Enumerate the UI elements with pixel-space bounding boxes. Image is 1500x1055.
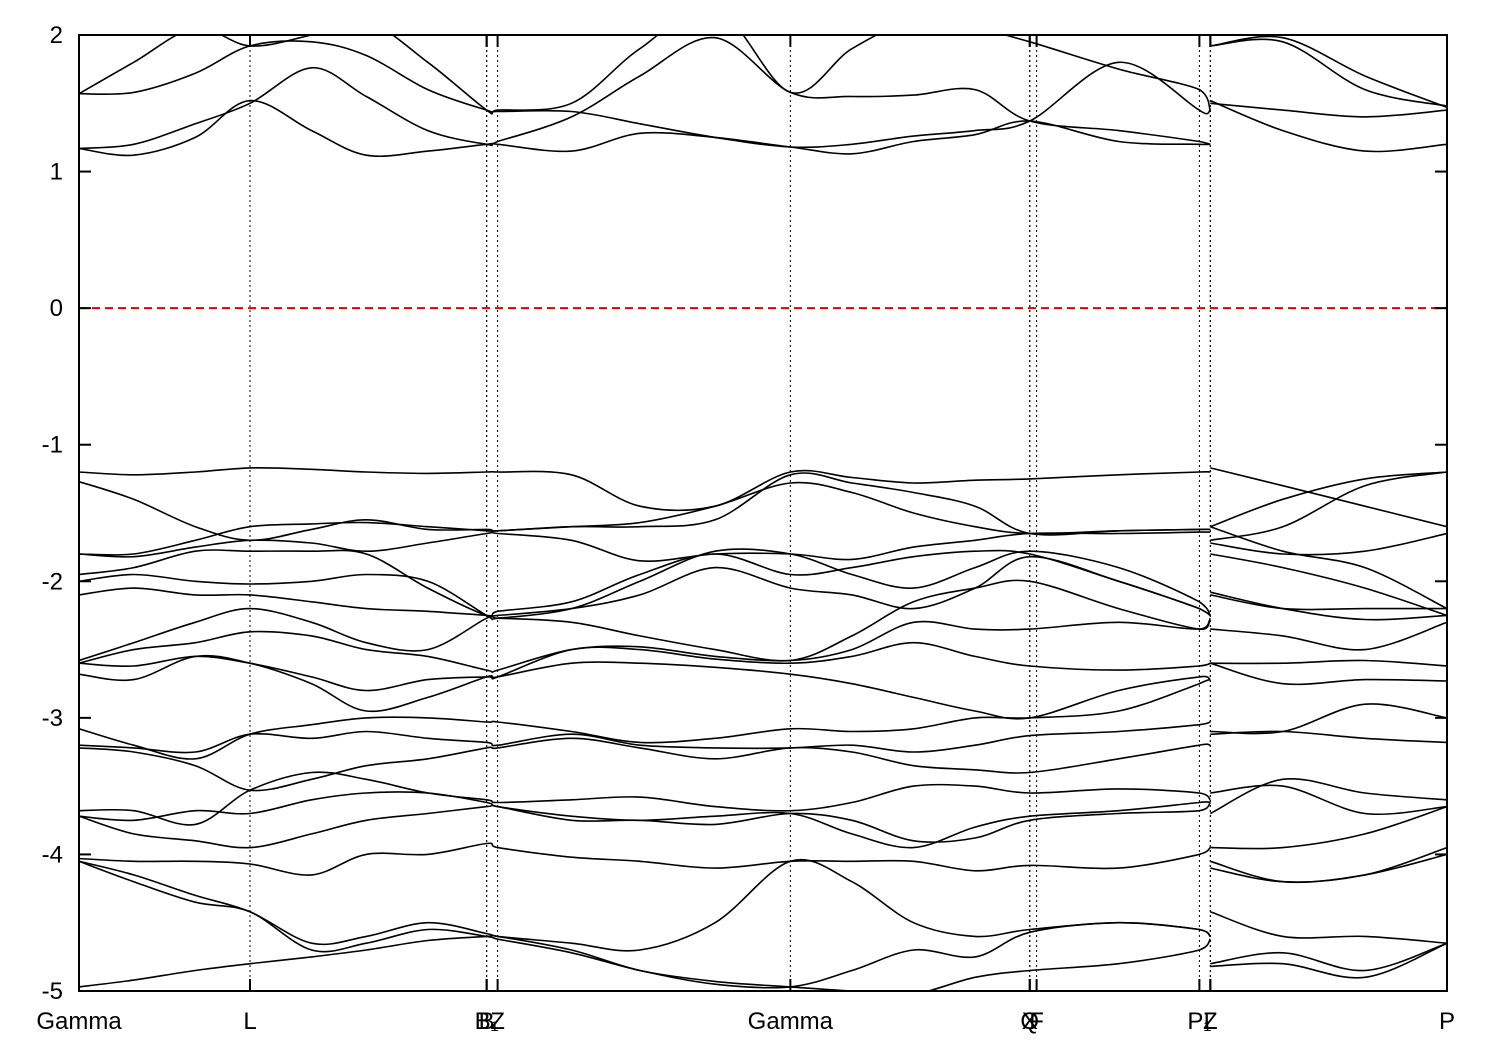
x-tick-label: F: [1029, 1008, 1044, 1035]
band-line: [79, 555, 1447, 621]
band-line: [79, 641, 1447, 692]
plot-frame: [78, 34, 1448, 992]
x-tick-label: P: [1439, 1008, 1455, 1035]
x-tick-label: Q: [1020, 1008, 1039, 1035]
x-tick-label: X: [1022, 1008, 1038, 1035]
band-line: [79, 548, 1447, 621]
band-line: [79, 35, 1447, 115]
y-tick-label: -1: [42, 432, 63, 459]
y-tick-label: 1: [50, 159, 63, 186]
x-tick-label: Z: [1203, 1008, 1218, 1035]
y-tick-label: 2: [50, 22, 63, 49]
band-line: [79, 471, 1447, 542]
x-tick-label: B: [479, 1008, 495, 1035]
band-line: [79, 617, 1447, 673]
x-tick-label: B₁: [475, 1008, 499, 1035]
band-line: [79, 842, 1447, 883]
band-line: [79, 579, 1447, 662]
band-line: [79, 791, 1447, 850]
band-line: [79, 654, 1447, 735]
band-line: [79, 934, 1447, 991]
x-tick-label: L: [243, 1008, 256, 1035]
y-tick-label: -5: [42, 978, 63, 1005]
y-tick-label: 0: [50, 295, 63, 322]
band-line: [79, 801, 1447, 884]
band-line: [79, 467, 1447, 528]
band-line: [79, 859, 1447, 952]
x-tick-label: P₁: [1187, 1008, 1211, 1035]
y-tick-label: -3: [42, 705, 63, 732]
band-line: [79, 662, 1447, 760]
band-line: [79, 525, 1447, 618]
bands: [79, 35, 1447, 991]
band-line: [79, 36, 1447, 150]
band-line: [79, 737, 1447, 816]
band-line: [79, 99, 1447, 158]
x-tick-label: Gamma: [748, 1008, 834, 1035]
band-line: [79, 771, 1447, 826]
x-tick-label: L: [1204, 1008, 1217, 1035]
band-line: [79, 38, 1447, 149]
y-tick-label: -4: [42, 841, 63, 868]
y-tick-label: -2: [42, 568, 63, 595]
x-tick-label: Gamma: [36, 1008, 122, 1035]
band-line: [79, 721, 1447, 754]
x-tick-label: Z: [490, 1008, 505, 1035]
band-line: [79, 531, 1447, 563]
